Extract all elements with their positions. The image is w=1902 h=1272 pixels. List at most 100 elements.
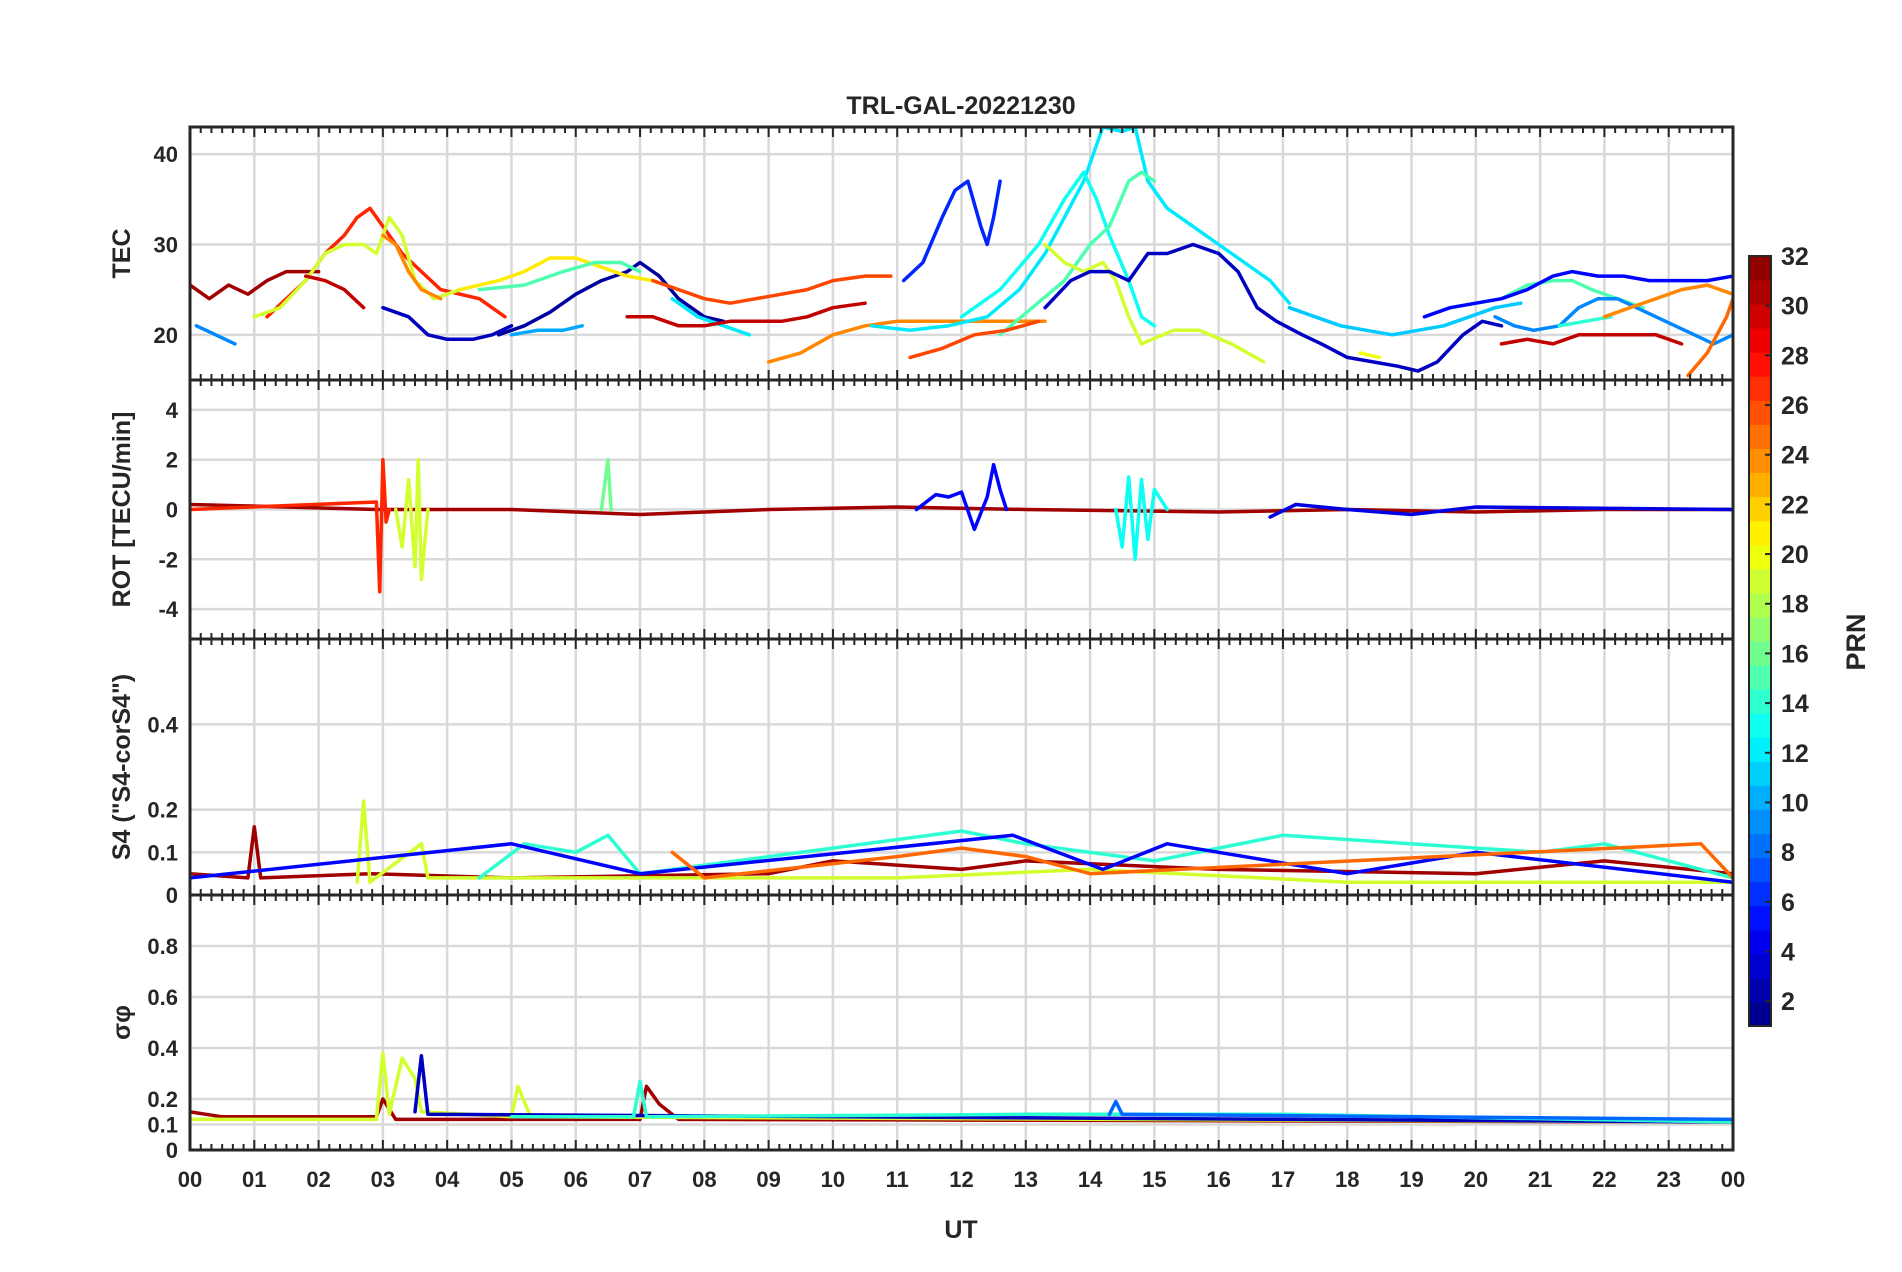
colorbar-segment [1749, 881, 1771, 907]
colorbar-tick-label: 14 [1781, 690, 1809, 718]
y-tick-label-tec: 40 [154, 142, 178, 167]
panel-rot: -4 -2 0 2 4 ROT [TECU/min] [108, 378, 1735, 641]
panel-frame-sigma [188, 893, 1735, 1152]
colorbar-tick-label: 20 [1781, 541, 1809, 569]
series-rot-prn-13 [1114, 475, 1169, 562]
colorbar-tick-label: 16 [1781, 640, 1809, 668]
x-tick-label: 02 [306, 1167, 330, 1192]
series-sigma-prn-31 [190, 1084, 1733, 1124]
colorbar-segment [1749, 400, 1771, 425]
colorbar-segment [1749, 713, 1771, 738]
colorbar-segment [1749, 280, 1771, 305]
x-tick-label: 06 [564, 1167, 588, 1192]
x-tick-label: 16 [1206, 1167, 1230, 1192]
series-tec-prn-21 [458, 256, 681, 292]
x-tick-label: 10 [821, 1167, 845, 1192]
colorbar-segment [1749, 352, 1771, 377]
series-tec-prn-24 [766, 319, 1047, 364]
series-tec-prn-25 [1686, 296, 1733, 378]
y-tick-label-tec: 30 [154, 232, 178, 257]
colorbar-segment [1749, 977, 1771, 1003]
y-tick-label-sigma: 0.2 [147, 1087, 178, 1112]
series-tec-prn-31 [190, 269, 321, 301]
series-tec-prn-9 [1493, 296, 1733, 346]
colorbar-segment [1749, 737, 1771, 762]
colorbar-segment [1749, 761, 1771, 786]
x-tick-label: 09 [756, 1167, 780, 1192]
colorbar-segment [1749, 616, 1771, 642]
x-tick-label: 22 [1592, 1167, 1616, 1192]
series-tec-prn-30 [1499, 333, 1684, 346]
colorbar-frame [1748, 255, 1772, 1027]
x-tick-label: 04 [435, 1167, 460, 1192]
colorbar-segment [1749, 544, 1771, 570]
series-sigma-prn-8 [1107, 1099, 1733, 1122]
colorbar-segment [1749, 1001, 1771, 1027]
y-tick-label-rot: 2 [166, 448, 178, 473]
colorbar-tick-label: 28 [1781, 342, 1809, 370]
y-tick-label-s4: 0.1 [147, 840, 178, 865]
colorbar-tick-label: 10 [1781, 789, 1809, 817]
colorbar-segment [1749, 689, 1771, 714]
y-tick-label-s4: 0.4 [147, 712, 178, 737]
y-tick-label-sigma: 0.1 [147, 1113, 178, 1138]
colorbar-segment [1749, 472, 1771, 498]
x-tick-label: 23 [1656, 1167, 1680, 1192]
y-tick-label-rot: 4 [166, 398, 179, 423]
colorbar-segment [1749, 424, 1771, 449]
colorbar-tick-label: 2 [1781, 988, 1795, 1016]
x-tick-label: 15 [1142, 1167, 1166, 1192]
colorbar-tick-label: 18 [1781, 591, 1809, 619]
x-tick-label: 21 [1528, 1167, 1552, 1192]
x-tick-label: 12 [949, 1167, 973, 1192]
series-tec-prn-26 [651, 274, 893, 305]
series-rot-prn-19 [393, 457, 430, 581]
series-rot-prn-5 [914, 462, 1009, 532]
colorbar-tick-label: 8 [1781, 839, 1795, 867]
series-tec-prn-10 [509, 324, 584, 337]
colorbar-segment [1749, 328, 1771, 353]
series-rot-prn-27 [190, 457, 392, 594]
colorbar-segment [1749, 376, 1771, 401]
colorbar-segment [1749, 929, 1771, 955]
colorbar-segment [1749, 520, 1771, 546]
series-rot-prn-4 [1268, 502, 1733, 519]
x-tick-label: 17 [1271, 1167, 1295, 1192]
series-tec-prn-3 [1043, 242, 1504, 373]
y-tick-label-rot: 0 [166, 498, 178, 523]
colorbar-segment [1749, 448, 1771, 474]
series-tec-prn-12 [869, 127, 1292, 333]
colorbar-segment [1749, 857, 1771, 883]
series-tec-prn-11 [1287, 301, 1523, 337]
colorbar-label: PRN [1841, 613, 1871, 670]
series-tec-prn-14 [1557, 315, 1613, 328]
x-tick-label: 11 [886, 1167, 909, 1192]
x-tick-label: 08 [692, 1167, 716, 1192]
series-tec-prn-15 [998, 170, 1157, 337]
colorbar-segment [1749, 256, 1771, 281]
series-tec-prn-26 [908, 319, 1041, 360]
chart-title: TRL-GAL-20221230 [846, 92, 1075, 120]
colorbar-tick-label: 32 [1781, 243, 1809, 271]
colorbar-segment [1749, 592, 1771, 618]
panel-s4: 0 0.1 0.2 0.4 S4 ("S4-corS4") [108, 637, 1735, 908]
y-tick-label-tec: 20 [154, 323, 178, 348]
colorbar-segment [1749, 809, 1771, 834]
y-axis-label-sigma: σφ [108, 1005, 136, 1040]
y-tick-label-rot: -2 [158, 547, 178, 572]
panel-sigma: 00.10.2 0.4 0.6 0.8 σφ [108, 893, 1735, 1163]
series-tec-prn-19 [1043, 242, 1266, 364]
series-s4-prn-25 [670, 842, 1733, 880]
colorbar-segment [1749, 833, 1771, 859]
x-tick-label: 20 [1464, 1167, 1488, 1192]
colorbar-segment [1749, 568, 1771, 594]
y-tick-label-sigma: 0 [166, 1138, 178, 1163]
series-s4-prn-19 [355, 799, 1733, 884]
x-tick-label: 19 [1399, 1167, 1423, 1192]
x-tick-label: 01 [242, 1167, 266, 1192]
colorbar-tick-label: 24 [1781, 442, 1809, 470]
colorbar-segment [1749, 785, 1771, 810]
y-tick-label-sigma: 0.6 [147, 985, 178, 1010]
